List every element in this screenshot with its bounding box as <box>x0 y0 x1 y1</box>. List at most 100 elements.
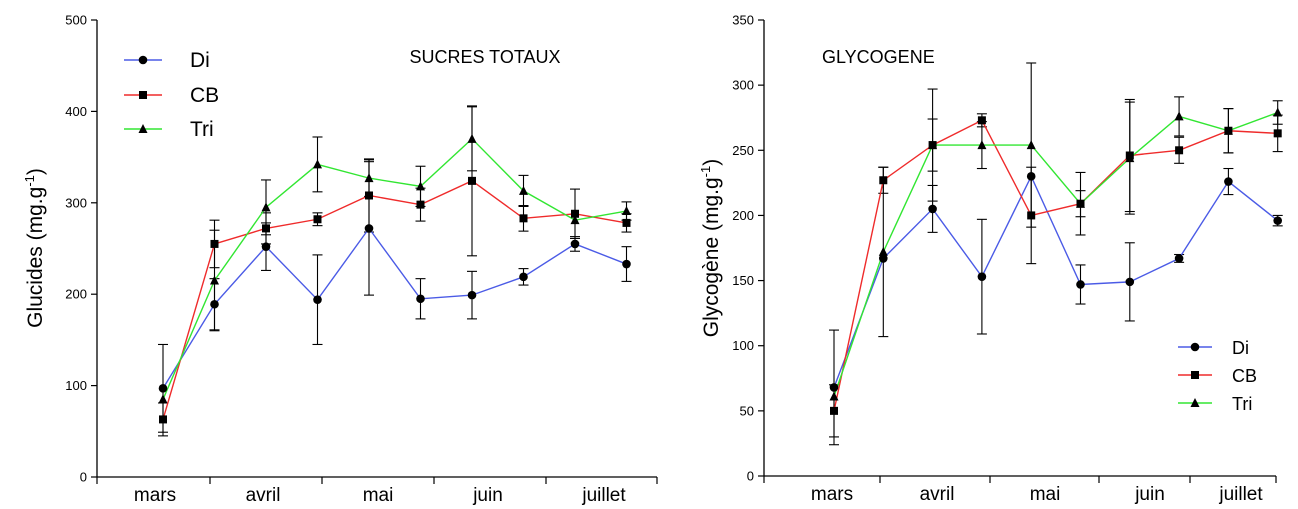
left-chart-series-cb-marker <box>416 200 425 209</box>
left-chart-series-cb-marker <box>313 215 322 224</box>
right-chart-series-di-marker <box>928 204 937 214</box>
right-chart-month-label: juillet <box>1218 484 1263 505</box>
left-chart-series-cb-marker <box>468 176 476 185</box>
right-chart-series-di-marker <box>1224 177 1233 186</box>
right-chart-series-tri-marker <box>928 140 938 150</box>
left-chart-series-tri-marker <box>313 159 322 169</box>
right-chart-series-di-marker <box>1076 280 1085 289</box>
left-chart-series-di-line <box>162 227 627 389</box>
left-chart-legend-tri-marker <box>138 124 148 133</box>
right-chart-series-di-marker <box>1273 216 1282 225</box>
left-chart-month-label: juillet <box>581 485 626 506</box>
left-chart-series-cb-line <box>162 180 627 420</box>
right-chart-series-di-marker <box>1026 172 1036 181</box>
right-chart-series-tri-marker <box>829 391 839 401</box>
left-chart-series-cb-marker <box>519 214 528 223</box>
right-chart-y-tick-label: 200 <box>732 208 754 223</box>
left-chart-month-label: juin <box>472 485 503 506</box>
left-chart-series-di-marker <box>210 299 219 309</box>
left-chart-series-di-marker <box>622 259 631 269</box>
right-chart-month-label: mai <box>1030 484 1061 505</box>
left-chart-y-tick-label: 200 <box>65 287 87 302</box>
right-chart-y-tick-label: 150 <box>732 273 754 288</box>
right-chart-series-tri-marker <box>1174 111 1184 121</box>
left-chart-series-tri-marker <box>210 275 219 285</box>
left-chart-series-tri-marker <box>622 206 631 216</box>
right-chart-series-cb-marker <box>1027 211 1036 220</box>
right-chart-title: GLYCOGENE <box>822 47 935 67</box>
right-chart-month-label: mars <box>811 484 853 505</box>
right-chart-y-tick-label: 100 <box>732 338 754 353</box>
left-chart-series-tri-marker <box>261 202 271 212</box>
left-chart-series-di-marker <box>519 272 528 282</box>
right-chart-legend-cb-label: CB <box>1232 366 1257 386</box>
right-chart-series-tri-marker <box>977 140 987 150</box>
left-chart-y-tick-label: 400 <box>65 104 87 119</box>
right-chart-y-tick-label: 250 <box>732 143 754 158</box>
left-chart-legend-di-label: Di <box>190 49 210 72</box>
left-chart-y-axis-label: Glucides (mg.g-1) <box>22 168 47 328</box>
right-chart-y-tick-label: 350 <box>732 13 754 28</box>
right-chart-series-tri-marker <box>1026 140 1036 150</box>
left-chart-series-cb-marker <box>159 415 167 424</box>
right-chart-series-di-marker <box>879 254 888 263</box>
right-chart-y-tick-label: 0 <box>747 469 754 484</box>
left-chart-series-di-marker <box>570 239 580 249</box>
right-chart-series-di-marker <box>1174 254 1184 263</box>
left-chart-month-label: avril <box>246 485 281 506</box>
right-chart-series-di-marker <box>977 272 987 281</box>
left-chart-series-tri-marker <box>519 185 528 195</box>
left-chart-series-cb-marker <box>365 191 373 200</box>
right-chart-y-tick-label: 300 <box>732 78 754 93</box>
left-chart-series-di-marker <box>158 384 168 393</box>
left-chart-series-cb-marker <box>210 239 219 248</box>
left-chart-series-di-marker <box>416 294 425 304</box>
left-chart-series-cb-marker <box>571 209 579 218</box>
left-chart-month-label: mai <box>363 485 394 506</box>
left-chart-series-di-marker <box>313 295 322 304</box>
left-chart-series-di-marker <box>261 242 271 251</box>
right-chart-series-cb-line <box>833 119 1278 412</box>
right-chart: 0 50 100 150 200 250 300 350 mars avril mai juin jui… <box>698 13 1283 505</box>
right-chart-series-di-marker <box>1125 277 1135 287</box>
left-chart-series-cb-marker <box>262 224 270 233</box>
right-chart-month-label: avril <box>920 484 955 505</box>
right-chart-y-tick-label: 50 <box>740 403 754 418</box>
left-chart-series-di-marker <box>467 290 477 300</box>
right-chart-legend-di-label: Di <box>1232 338 1249 358</box>
left-chart: 0 100 200 300 400 500 mars avril mai juin juillet S… <box>22 13 658 506</box>
right-chart-series-cb-marker <box>1175 146 1184 155</box>
right-chart-series-tri-marker <box>1223 125 1233 135</box>
right-chart-series-di-line <box>833 174 1279 388</box>
left-chart-series-tri-marker <box>570 215 580 225</box>
right-chart-legend-cb-marker <box>1191 371 1199 379</box>
left-chart-title: SUCRES TOTAUX <box>409 47 560 67</box>
right-chart-y-axis-label: Glycogène (mg.g-1) <box>698 159 723 337</box>
right-chart-series-cb-marker <box>977 116 986 125</box>
left-chart-legend-cb-label: CB <box>190 84 219 107</box>
left-chart-series-tri-marker <box>416 181 425 191</box>
right-chart-legend-tri-marker <box>1190 398 1200 407</box>
right-chart-series-di-marker <box>829 383 839 392</box>
left-chart-legend-cb-marker <box>139 91 147 99</box>
left-chart-y-tick-label: 300 <box>65 195 87 210</box>
right-chart-legend-di-marker <box>1190 342 1200 352</box>
left-chart-series-tri-marker <box>158 394 168 404</box>
left-chart-series-cb-marker <box>622 218 631 227</box>
right-chart-series-cb-marker <box>1273 129 1282 138</box>
left-chart-legend-tri-label: Tri <box>190 118 214 141</box>
left-chart-y-tick-label: 500 <box>65 13 87 28</box>
left-chart-series-tri-marker <box>467 133 477 143</box>
left-chart-series-tri-marker <box>364 173 374 183</box>
left-chart-y-tick-label: 0 <box>80 470 87 485</box>
right-chart-series-cb-marker <box>879 176 888 185</box>
right-chart-month-label: juin <box>1134 484 1165 505</box>
right-chart-series-tri-marker <box>1273 107 1283 117</box>
left-chart-y-tick-label: 100 <box>65 378 87 393</box>
right-chart-series-tri-marker <box>878 246 888 256</box>
left-chart-series-tri-line <box>162 137 627 400</box>
right-chart-series-tri-line <box>833 111 1278 397</box>
left-chart-month-label: mars <box>134 485 176 506</box>
left-chart-series-di-marker <box>364 224 374 233</box>
